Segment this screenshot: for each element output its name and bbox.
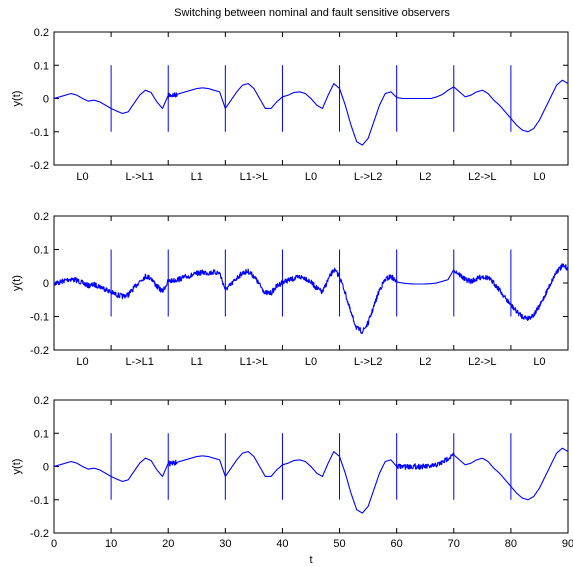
segment-label: L2 — [419, 356, 431, 368]
x-axis-label: t — [309, 554, 312, 566]
panel-2: 0.2 0.1 0 -0.1 -0.2 y(t) L0 L->L1 L1 L1->L L0 L->L2… — [11, 211, 569, 368]
y-tick-label: 0.1 — [34, 245, 49, 257]
data-line — [396, 452, 455, 470]
data-line — [167, 269, 226, 290]
y-tick-label: -0.2 — [30, 528, 49, 540]
y-axis-label: y(t) — [11, 275, 23, 291]
data-line — [396, 269, 455, 285]
segment-label: L0 — [76, 356, 88, 368]
y-tick-label: -0.2 — [30, 345, 49, 357]
panel-1: 0.2 0.1 0 -0.1 -0.2 y(t) L0 L->L1 L1 L1->L L0 L->L2… — [11, 27, 569, 183]
segment-label: L0 — [76, 171, 88, 183]
y-tick-label: -0.1 — [30, 312, 49, 324]
data-line — [110, 457, 169, 483]
segment-label: L1 — [191, 356, 203, 368]
segment-label: L->L2 — [354, 356, 382, 368]
y-tick-label: 0 — [43, 94, 49, 106]
y-tick-label: 0.1 — [34, 60, 49, 72]
data-line — [453, 86, 512, 119]
data-line — [510, 79, 569, 133]
x-tick-label: 10 — [105, 538, 117, 550]
y-axis-label: y(t) — [11, 459, 23, 475]
data-line — [53, 277, 112, 294]
segment-label: L2->L — [468, 171, 496, 183]
x-tick-label: 90 — [562, 538, 573, 550]
y-tick-label: 0.2 — [34, 27, 49, 39]
y-tick-label: -0.1 — [30, 495, 49, 507]
x-tick-label: 50 — [333, 538, 345, 550]
y-tick-label: 0.2 — [34, 395, 49, 407]
data-line — [53, 92, 112, 109]
data-line — [339, 274, 398, 335]
y-tick-label: 0 — [43, 462, 49, 474]
data-line — [282, 450, 340, 478]
y-tick-label: 0.1 — [34, 428, 49, 440]
segment-label: L1->L — [240, 356, 268, 368]
segment-label: L0 — [533, 171, 545, 183]
data-line — [339, 88, 398, 146]
data-line — [282, 82, 340, 110]
y-tick-label: 0 — [43, 278, 49, 290]
segment-label: L->L1 — [125, 356, 153, 368]
y-tick-label: 0.2 — [34, 211, 49, 223]
segment-label: L2 — [419, 171, 431, 183]
data-line — [167, 87, 226, 109]
segment-label: L->L2 — [354, 171, 382, 183]
segment-label: L1->L — [240, 171, 268, 183]
data-line — [110, 273, 169, 300]
x-tick-label: 40 — [276, 538, 288, 550]
segment-label: L0 — [533, 356, 545, 368]
x-tick-label: 80 — [505, 538, 517, 550]
x-tick-label: 60 — [391, 538, 403, 550]
data-line — [225, 268, 283, 296]
data-line — [281, 267, 341, 295]
segment-label: L1 — [191, 171, 203, 183]
data-line — [510, 447, 569, 501]
data-line — [53, 460, 112, 477]
x-tick-label: 30 — [219, 538, 231, 550]
segment-label: L0 — [305, 356, 317, 368]
data-line — [110, 89, 169, 115]
y-axis-label: y(t) — [11, 91, 23, 107]
data-line — [510, 263, 569, 322]
x-tick-label: 0 — [51, 538, 57, 550]
data-line — [396, 86, 455, 100]
panel-3: 0.20.10-0.1-0.20 10 20 30 40 50 60 70 80 90y(t) — [11, 395, 573, 550]
x-tick-label: 70 — [448, 538, 460, 550]
y-tick-label: -0.2 — [30, 160, 49, 172]
data-line — [224, 450, 283, 478]
segment-label: L0 — [305, 171, 317, 183]
data-line — [339, 456, 398, 514]
x-tick-label: 20 — [162, 538, 174, 550]
chart-title: Switching between nominal and fault sens… — [174, 7, 450, 19]
data-line — [453, 269, 512, 305]
data-line — [167, 455, 226, 477]
data-line — [453, 453, 512, 487]
data-line — [224, 82, 283, 110]
segment-label: L->L1 — [125, 171, 153, 183]
segment-label: L2->L — [468, 356, 496, 368]
y-tick-label: -0.1 — [30, 127, 49, 139]
